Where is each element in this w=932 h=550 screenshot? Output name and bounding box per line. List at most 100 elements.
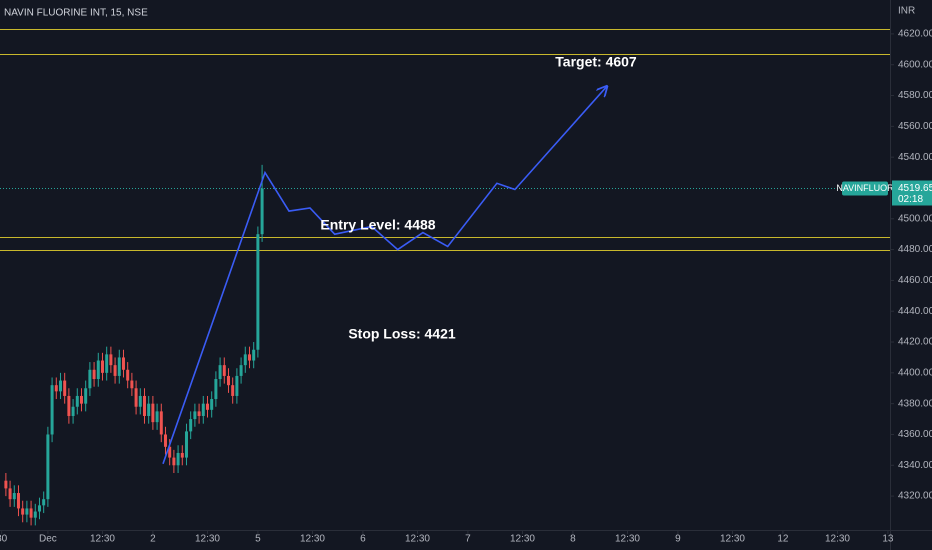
price-badge bbox=[892, 180, 932, 206]
candle-body bbox=[46, 434, 50, 500]
countdown-label: 02:18 bbox=[898, 194, 923, 205]
candle-body bbox=[12, 493, 16, 500]
candle-body bbox=[201, 403, 205, 416]
y-tick-label: 4500.00 bbox=[898, 213, 932, 224]
candle-body bbox=[247, 354, 251, 361]
candle-body bbox=[138, 395, 142, 407]
x-tick-label: 12:30 bbox=[825, 534, 850, 545]
x-tick-label: 2 bbox=[150, 534, 156, 545]
candle-body bbox=[29, 508, 33, 518]
x-tick-label: 13 bbox=[882, 534, 894, 545]
candle-body bbox=[151, 403, 155, 423]
x-tick-label: 7 bbox=[465, 534, 471, 545]
candle-body bbox=[79, 395, 83, 404]
candle-body bbox=[168, 446, 172, 458]
candle-body bbox=[142, 395, 146, 416]
annotation: Target: 4607 bbox=[555, 54, 637, 70]
candle-body bbox=[117, 357, 121, 376]
symbol-badge-label: NAVINFLUOR bbox=[836, 183, 894, 193]
x-tick-label: 30 bbox=[0, 534, 8, 545]
x-tick-label: 12:30 bbox=[405, 534, 430, 545]
candle-body bbox=[134, 388, 138, 407]
candle-body bbox=[63, 380, 67, 396]
candle-body bbox=[8, 488, 12, 500]
x-tick-label: 12:30 bbox=[615, 534, 640, 545]
y-tick-label: 4620.00 bbox=[898, 29, 932, 40]
y-tick-label: 4360.00 bbox=[898, 429, 932, 440]
candle-body bbox=[205, 403, 209, 410]
candle-body bbox=[121, 357, 125, 370]
y-tick-label: 4580.00 bbox=[898, 90, 932, 101]
symbol-title: NAVIN FLUORINE INT, 15, NSE bbox=[4, 8, 148, 19]
candle-body bbox=[130, 380, 134, 389]
y-tick-label: 4340.00 bbox=[898, 460, 932, 471]
x-tick-label: 12:30 bbox=[195, 534, 220, 545]
price-badge-label: 4519.65 bbox=[898, 183, 932, 194]
candle-body bbox=[163, 434, 167, 447]
candle-body bbox=[37, 505, 41, 512]
x-tick-label: 12 bbox=[777, 534, 789, 545]
candle-body bbox=[172, 457, 176, 466]
annotation: Entry Level: 4488 bbox=[320, 217, 435, 233]
x-tick-label: Dec bbox=[39, 534, 57, 545]
candle-body bbox=[155, 411, 159, 423]
candle-body bbox=[25, 508, 29, 515]
y-tick-label: 4600.00 bbox=[898, 59, 932, 70]
candle-body bbox=[252, 349, 256, 361]
x-tick-label: 5 bbox=[255, 534, 261, 545]
candle-body bbox=[58, 380, 62, 392]
x-tick-label: 6 bbox=[360, 534, 366, 545]
candle-body bbox=[176, 452, 180, 466]
x-tick-label: 12:30 bbox=[720, 534, 745, 545]
candle-body bbox=[54, 385, 58, 392]
candle-body bbox=[75, 395, 79, 407]
candle-body bbox=[16, 493, 20, 509]
candle-body bbox=[197, 411, 201, 416]
y-tick-label: 4560.00 bbox=[898, 121, 932, 132]
candle-body bbox=[239, 365, 243, 376]
candle-body bbox=[256, 234, 260, 350]
candle-body bbox=[226, 375, 230, 386]
candle-body bbox=[235, 375, 239, 396]
candle-body bbox=[100, 360, 104, 373]
y-tick-label: 4540.00 bbox=[898, 152, 932, 163]
projection-line bbox=[162, 86, 607, 465]
y-tick-label: 4460.00 bbox=[898, 275, 932, 286]
candle-body bbox=[21, 508, 25, 515]
candle-body bbox=[50, 385, 54, 435]
candle-body bbox=[84, 388, 88, 404]
candle-body bbox=[189, 419, 193, 432]
candle-body bbox=[260, 188, 264, 235]
candle-body bbox=[193, 411, 197, 420]
x-tick-label: 9 bbox=[675, 534, 681, 545]
annotation: Stop Loss: 4421 bbox=[348, 326, 456, 342]
y-tick-label: 4400.00 bbox=[898, 367, 932, 378]
candle-body bbox=[147, 403, 151, 416]
y-tick-label: 4320.00 bbox=[898, 491, 932, 502]
candle-body bbox=[214, 379, 218, 400]
symbol-badge bbox=[842, 181, 888, 196]
candle-body bbox=[159, 411, 163, 435]
candle-body bbox=[231, 385, 235, 396]
x-tick-label: 12:30 bbox=[510, 534, 535, 545]
candle-body bbox=[180, 452, 184, 458]
candle-body bbox=[243, 354, 247, 366]
candle-body bbox=[210, 399, 214, 410]
candle-body bbox=[96, 360, 100, 380]
candle-body bbox=[92, 369, 96, 380]
candle-body bbox=[4, 480, 8, 489]
candle-body bbox=[109, 354, 113, 366]
x-tick-label: 12:30 bbox=[300, 534, 325, 545]
candle-body bbox=[218, 365, 222, 380]
candle-body bbox=[222, 365, 226, 376]
x-tick-label: 8 bbox=[570, 534, 576, 545]
y-tick-label: 4440.00 bbox=[898, 306, 932, 317]
candle-body bbox=[42, 499, 46, 506]
candle-body bbox=[71, 406, 75, 416]
y-tick-label: 4380.00 bbox=[898, 398, 932, 409]
candle-body bbox=[105, 354, 109, 373]
x-tick-label: 12:30 bbox=[90, 534, 115, 545]
